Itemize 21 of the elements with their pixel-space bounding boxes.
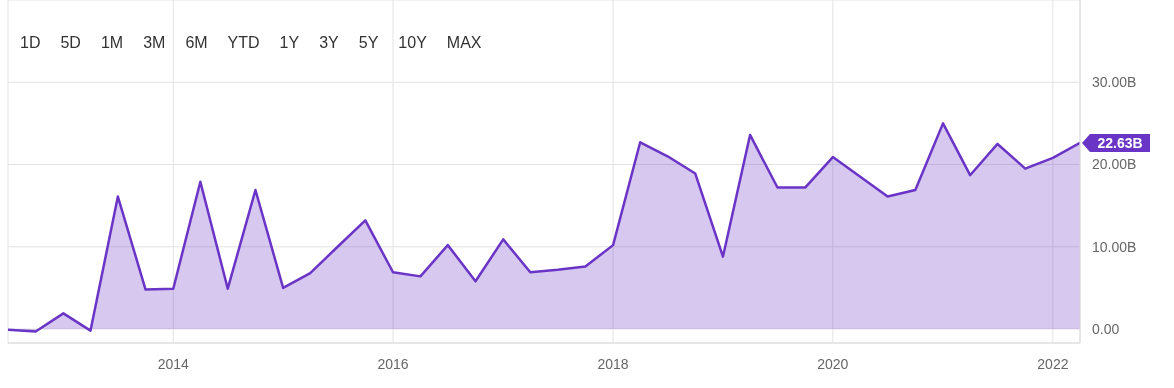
x-tick-label: 2014 xyxy=(157,355,190,372)
annotation: 3Y xyxy=(318,34,340,52)
x-tick-label: 2022 xyxy=(1037,355,1069,372)
data-label: 22.63B xyxy=(1097,134,1143,151)
annotation: YTD xyxy=(226,34,261,52)
annotation: 3M xyxy=(142,34,167,52)
y-tick-label: 0.00 xyxy=(1092,320,1120,337)
annotation: 1D xyxy=(19,34,42,52)
annotation: 6M xyxy=(184,34,209,52)
y-tick-label: 20.00B xyxy=(1092,156,1137,173)
annotation: 1Y xyxy=(278,34,301,52)
annotation: 5D xyxy=(59,34,82,52)
y-tick-label: 30.00B xyxy=(1092,74,1137,91)
annotation: 10Y xyxy=(397,34,428,52)
y-tick-label: 10.00B xyxy=(1092,238,1137,255)
x-tick-label: 2020 xyxy=(817,355,849,372)
x-tick-label: 2018 xyxy=(597,355,629,372)
x-tick-label: 2016 xyxy=(377,355,409,372)
annotation: 1M xyxy=(99,34,125,52)
annotation: MAX xyxy=(445,34,483,52)
annotation: 5Y xyxy=(357,34,380,52)
